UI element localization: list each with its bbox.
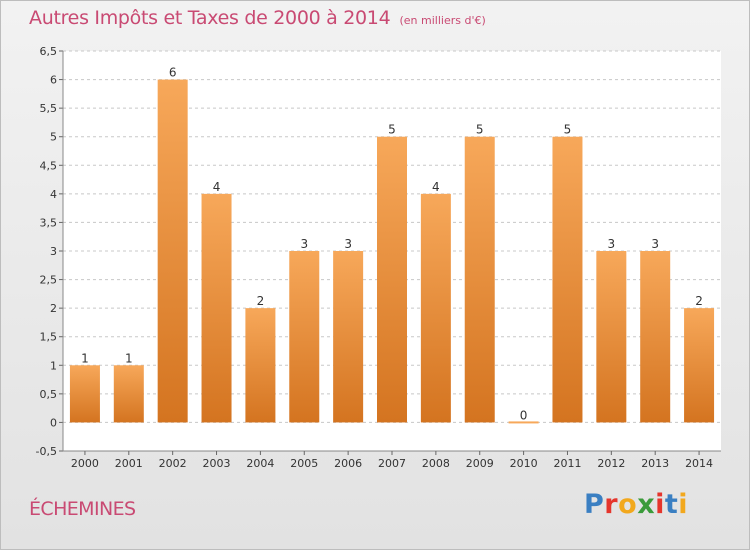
x-tick-label: 2014 xyxy=(685,457,713,470)
logo-letter: P xyxy=(584,489,605,520)
x-tick-label: 2002 xyxy=(159,457,187,470)
logo-letter: r xyxy=(604,489,619,520)
logo-letter: i xyxy=(655,489,665,520)
y-tick-label: 3 xyxy=(50,245,57,258)
data-label: 5 xyxy=(388,123,396,137)
bar xyxy=(289,251,320,423)
data-label: 6 xyxy=(169,66,177,80)
y-tick-label: 5 xyxy=(50,131,57,144)
x-tick-label: 2003 xyxy=(203,457,231,470)
logo-letter: x xyxy=(637,489,656,520)
proxiti-logo: Proxiti xyxy=(584,489,688,520)
bar xyxy=(552,136,583,423)
x-tick-label: 2013 xyxy=(641,457,669,470)
data-label: 3 xyxy=(344,237,352,251)
data-label: 5 xyxy=(564,123,572,137)
commune-name: ÉCHEMINES xyxy=(29,498,136,520)
y-tick-label: 0,5 xyxy=(40,388,58,401)
bar xyxy=(157,79,188,423)
data-label: 0 xyxy=(520,408,528,422)
x-tick-label: 2009 xyxy=(466,457,494,470)
y-tick-label: 3,5 xyxy=(40,216,58,229)
x-tick-label: 2012 xyxy=(597,457,625,470)
y-tick-label: 1 xyxy=(50,359,57,372)
logo-letter: i xyxy=(678,489,689,520)
title-unit: (en milliers d'€) xyxy=(399,14,486,27)
data-label: 1 xyxy=(81,351,89,365)
bar xyxy=(464,136,495,423)
data-label: 5 xyxy=(476,123,484,137)
y-tick-label: 6,5 xyxy=(40,45,58,58)
y-tick-label: 4 xyxy=(50,188,57,201)
data-label: 4 xyxy=(432,180,440,194)
logo-letter: o xyxy=(618,489,638,520)
data-label: 2 xyxy=(257,294,265,308)
data-label: 3 xyxy=(608,237,616,251)
bar xyxy=(377,136,407,423)
y-tick-label: 4,5 xyxy=(40,159,58,172)
data-label: 2 xyxy=(695,294,703,308)
logo-letter: t xyxy=(664,489,679,520)
y-tick-label: 5,5 xyxy=(40,102,58,115)
chart-title: Autres Impôts et Taxes de 2000 à 2014 (e… xyxy=(29,7,486,29)
x-tick-label: 2001 xyxy=(115,457,143,470)
x-tick-label: 2008 xyxy=(422,457,450,470)
bar xyxy=(596,251,627,423)
x-tick-label: 2007 xyxy=(378,457,406,470)
data-label: 1 xyxy=(125,351,133,365)
y-tick-label: -0,5 xyxy=(36,445,57,458)
title-text: Autres Impôts et Taxes de 2000 à 2014 xyxy=(29,7,391,29)
bar xyxy=(69,365,100,423)
data-label: 3 xyxy=(300,237,308,251)
y-tick-label: 6 xyxy=(50,74,57,87)
y-tick-label: 0 xyxy=(50,416,57,429)
bar xyxy=(201,193,232,423)
x-tick-label: 2006 xyxy=(334,457,362,470)
bar xyxy=(684,308,715,423)
y-tick-label: 2 xyxy=(50,302,57,315)
bar xyxy=(508,421,539,424)
y-tick-label: 2,5 xyxy=(40,274,58,287)
bar xyxy=(333,251,364,423)
x-tick-label: 2000 xyxy=(71,457,99,470)
x-tick-label: 2010 xyxy=(510,457,538,470)
bar xyxy=(245,308,276,423)
bar xyxy=(113,365,144,423)
x-tick-label: 2004 xyxy=(246,457,274,470)
bar xyxy=(640,251,671,423)
bar xyxy=(420,193,451,423)
data-label: 4 xyxy=(213,180,221,194)
y-tick-label: 1,5 xyxy=(40,331,58,344)
x-tick-label: 2005 xyxy=(290,457,318,470)
x-tick-label: 2011 xyxy=(553,457,581,470)
data-label: 3 xyxy=(651,237,659,251)
